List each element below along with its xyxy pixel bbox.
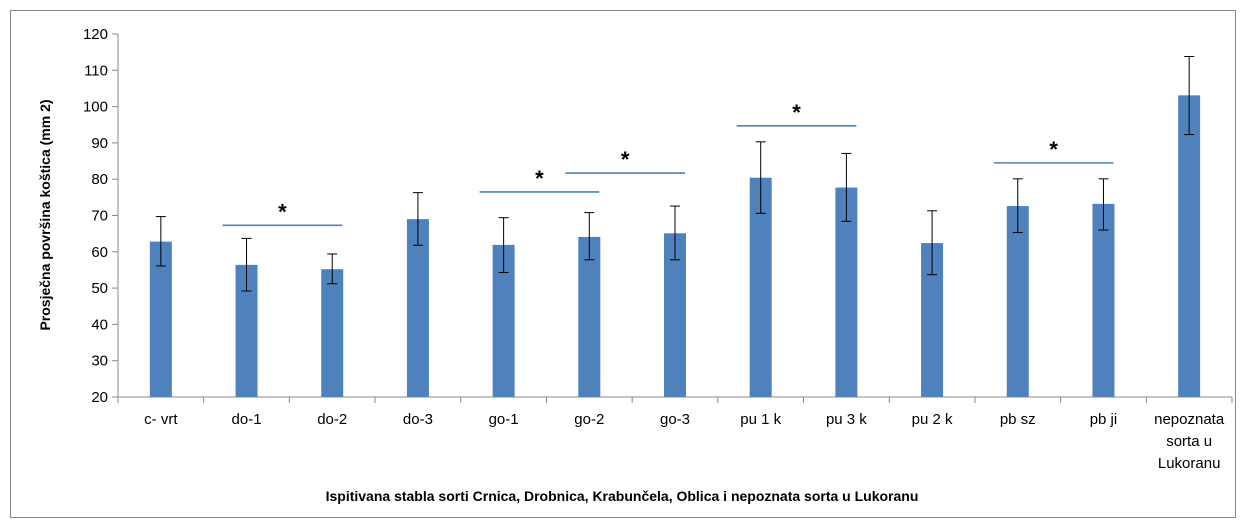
bar [749,177,772,397]
error-bars [155,56,1195,292]
bar [835,187,858,397]
chart-frame [10,10,1236,518]
x-tick-label: go-3 [660,411,690,428]
x-tick-label: nepoznata sorta u Lukoranu [1154,411,1225,472]
significance-star: * [535,166,544,191]
bar [664,233,686,397]
bar [1092,203,1115,397]
x-tick-label: do-2 [317,411,347,428]
y-tick-label: 50 [91,280,108,297]
y-tick-label: 60 [91,244,108,261]
x-tick-label: pu 3 k [826,411,867,428]
y-axis: 20 30 40 50 60 70 80 90 100 110 120 [83,26,119,406]
bar [921,243,944,397]
bar [235,264,258,397]
bar-series [149,95,1201,398]
bar [321,269,344,397]
bar [492,244,515,397]
x-axis-title: Ispitivana stabla sorti Crnica, Drobnica… [326,488,919,504]
significance-star: * [621,147,630,172]
significance-markers: * * * * * [222,100,1114,227]
x-tick-label: pu 2 k [912,411,953,428]
bar [406,219,429,397]
y-tick-label: 110 [84,62,108,79]
bar [578,236,601,397]
bar [1006,206,1029,397]
y-axis-title: Prosječna površina koštica (mm 2) [37,99,53,330]
y-tick-label: 80 [91,171,108,188]
y-tick-label: 40 [91,316,108,333]
significance-star: * [792,100,801,125]
y-tick-label: 30 [91,353,108,370]
x-tick-label: go-2 [574,411,604,428]
x-tick-label: pu 1 k [740,411,781,428]
x-tick-label: c- vrt [144,411,178,428]
y-tick-label: 20 [91,389,108,406]
significance-star: * [1049,137,1058,162]
x-axis: c- vrt do-1 do-2 do-3 go-1 go-2 go-3 pu 1 k pu 3… [117,396,1233,472]
bar [1178,95,1201,398]
significance-star: * [278,199,287,224]
x-tick-label: go-1 [489,411,519,428]
y-tick-label: 100 [83,99,108,116]
x-tick-label: do-3 [403,411,433,428]
y-tick-label: 90 [91,135,108,152]
y-tick-label: 70 [91,208,108,225]
x-tick-label: do-1 [232,411,262,428]
bar [149,241,172,397]
x-tick-label: pb ji [1090,411,1118,428]
x-tick-label: pb sz [1000,411,1036,428]
y-tick-label: 120 [83,26,108,43]
